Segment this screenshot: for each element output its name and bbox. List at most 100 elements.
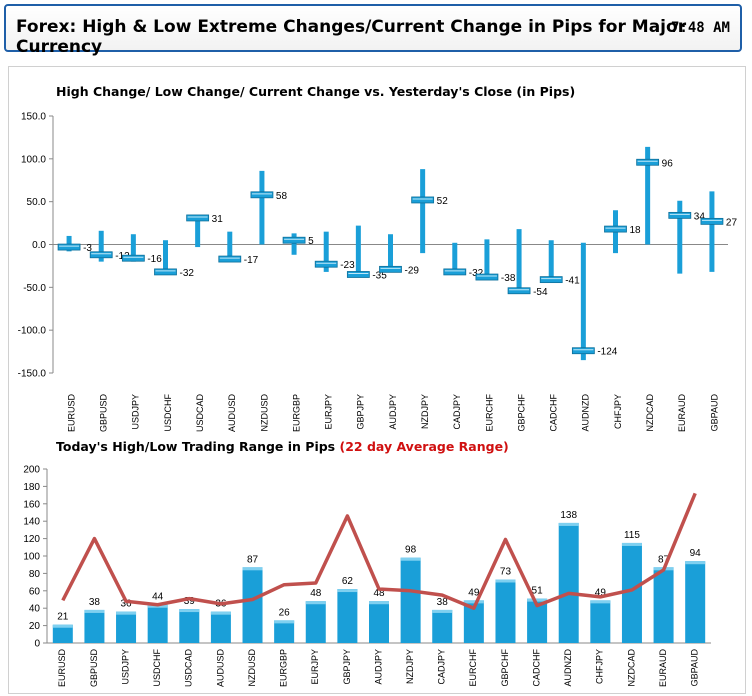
chart2-y-tick-label: 100 (23, 552, 40, 563)
bar-value-label: 51 (532, 586, 544, 597)
current-marker (379, 265, 402, 273)
current-marker (604, 225, 627, 233)
chart1-title: High Change/ Low Change/ Current Change … (56, 84, 576, 99)
average-range-line (61, 492, 697, 610)
chart2-title-sub: (22 day Average Range) (339, 439, 509, 454)
clock-time: 7:48 AM (670, 20, 730, 36)
current-marker (89, 251, 113, 259)
chart2-y-tick-label: 120 (23, 534, 40, 545)
range-bar-highlight (305, 601, 326, 605)
current-value-label: -32 (180, 268, 195, 279)
chart2-x-tick-label: NZDUSD (247, 649, 257, 687)
chart2-x-tick-label: EURJPY (310, 649, 320, 685)
current-value-label: 27 (726, 217, 738, 228)
current-marker (186, 214, 210, 222)
chart1-x-tick-label: CHFJPY (613, 394, 623, 429)
range-bar (558, 522, 579, 643)
current-value-label: 52 (437, 196, 449, 207)
range-bar-highlight (210, 611, 231, 615)
chart2-x-tick-label: EURGBP (279, 649, 289, 687)
chart2-x-tick-label: GBPCHF (500, 649, 510, 687)
chart1-x-tick-label: NZDJPY (420, 394, 430, 429)
range-bar (621, 542, 642, 643)
chart1-x-tick-label: GBPCHF (516, 394, 526, 432)
chart1-y-tick-label: 150.0 (21, 112, 46, 123)
range-bar (179, 609, 200, 643)
bar-value-label: 98 (405, 545, 417, 556)
current-marker (507, 287, 531, 295)
current-marker (443, 268, 467, 276)
current-marker (282, 236, 306, 244)
range-bar-highlight (84, 609, 105, 613)
chart2-y-tick-label: 20 (29, 621, 41, 632)
chart1-x-tick-label: EURUSD (66, 394, 76, 433)
chart1-x-tick-label: GBPUSD (99, 394, 109, 433)
bar-value-label: 48 (373, 588, 385, 599)
chart1-x-tick-label: AUDNZD (581, 394, 591, 432)
bar-value-label: 115 (624, 530, 640, 541)
bar-value-label: 21 (57, 612, 69, 623)
current-value-label: -38 (501, 273, 516, 284)
chart2-x-tick-label: AUDJPY (373, 649, 383, 685)
bar-value-label: 39 (184, 596, 196, 607)
chart2-y-tick-label: 80 (29, 569, 41, 580)
page-title: Forex: High & Low Extreme Changes/Curren… (16, 17, 687, 57)
current-marker (121, 254, 145, 262)
current-marker (57, 243, 81, 251)
chart2-x-tick-label: USDJPY (120, 649, 130, 685)
chart2-y-tick-label: 160 (23, 499, 40, 510)
current-marker (539, 276, 563, 284)
range-bar-highlight (621, 542, 642, 546)
chart1-x-tick-label: EURJPY (324, 394, 334, 430)
chart1-y-tick-label: -100.0 (18, 326, 47, 337)
current-value-label: 5 (308, 236, 314, 247)
range-bar (590, 600, 611, 643)
chart1-x-tick-label: NZDUSD (259, 394, 269, 432)
range-bar-highlight (369, 601, 389, 605)
current-value-label: -32 (469, 268, 484, 279)
range-bar (305, 601, 326, 643)
current-marker (636, 158, 660, 166)
current-marker (154, 268, 177, 276)
chart2-x-tick-label: USDCHF (152, 648, 162, 686)
bar-value-label: 49 (468, 587, 480, 598)
chart1-y-tick-label: -50.0 (23, 283, 46, 294)
range-bar (400, 557, 421, 643)
current-value-label: 31 (212, 214, 224, 225)
chart2-x-tick-label: EURAUD (658, 649, 668, 688)
chart1-x-tick-label: USDCHF (163, 393, 173, 431)
bar-value-label: 26 (279, 607, 291, 618)
chart2-x-tick-label: USDCAD (184, 649, 194, 688)
bar-value-label: 49 (595, 587, 607, 598)
range-bar-highlight (52, 624, 73, 628)
chart1-y-tick-label: 100.0 (21, 154, 46, 165)
chart2-y-tick-label: 200 (23, 465, 40, 476)
bar-value-label: 73 (500, 566, 512, 577)
current-value-label: -16 (147, 254, 162, 265)
chart2-y-tick-label: 140 (23, 517, 40, 528)
chart2-title-main: Today's High/Low Trading Range in Pips (56, 439, 336, 454)
current-marker (571, 347, 595, 355)
bar-value-label: 38 (89, 597, 101, 608)
chart2-x-tick-label: CHFJPY (595, 649, 605, 684)
chart1-y-tick-label: 0.0 (32, 240, 46, 251)
bar-value-label: 138 (560, 510, 577, 521)
range-bar-highlight (590, 600, 611, 604)
current-marker (411, 196, 435, 204)
chart1-x-tick-label: CADJPY (452, 394, 462, 430)
current-value-label: -23 (340, 260, 355, 271)
range-bar (84, 609, 105, 643)
range-bar-highlight (400, 557, 421, 561)
chart1-x-tick-label: GBPAUD (709, 394, 719, 432)
range-bar-highlight (242, 567, 263, 571)
chart1-x-tick-label: CADCHF (549, 393, 559, 431)
bar-value-label: 87 (658, 554, 670, 565)
bar-value-label: 62 (342, 576, 354, 587)
current-marker (218, 255, 242, 263)
current-value-label: -124 (597, 347, 617, 358)
current-value-label: -54 (533, 287, 548, 298)
chart2-x-tick-label: AUDUSD (215, 649, 225, 688)
current-marker (314, 260, 338, 268)
chart2-x-tick-label: GBPUSD (89, 649, 99, 688)
